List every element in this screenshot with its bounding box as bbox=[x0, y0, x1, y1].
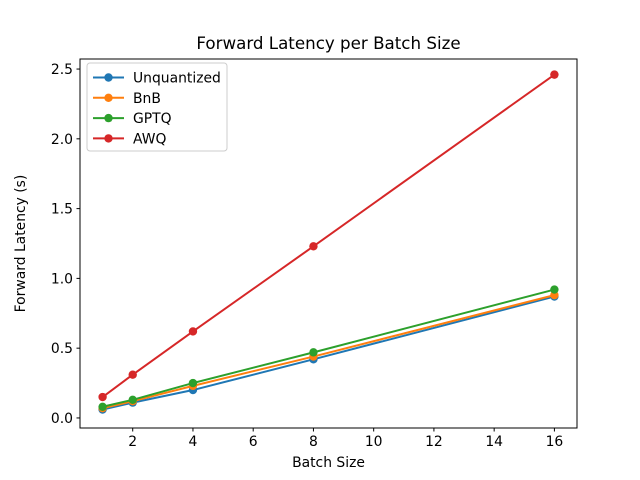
x-tick-label: 12 bbox=[425, 434, 443, 450]
y-tick-label: 1.5 bbox=[51, 202, 73, 218]
data-point-awq bbox=[309, 242, 318, 251]
x-tick-label: 4 bbox=[189, 434, 198, 450]
data-point-awq bbox=[98, 392, 107, 402]
y-tick-label: 1.0 bbox=[51, 271, 73, 287]
legend-marker-gptq bbox=[104, 113, 113, 123]
series-line-bnb bbox=[102, 294, 555, 410]
x-tick-label: 6 bbox=[249, 434, 258, 450]
legend: Unquantized BnB GPTQ AWQ bbox=[86, 62, 228, 152]
y-axis-label: Forward Latency (s) bbox=[13, 175, 29, 313]
y-tick-label: 2.5 bbox=[51, 62, 73, 78]
axes-spines bbox=[79, 58, 578, 429]
chart-title: Forward Latency per Batch Size bbox=[196, 33, 460, 53]
x-axis-label: Batch Size bbox=[292, 455, 365, 471]
x-tick-label: 10 bbox=[365, 434, 383, 450]
x-tick-label: 2 bbox=[128, 434, 137, 450]
y-tick-label: 0.5 bbox=[51, 341, 73, 357]
legend-marker-awq bbox=[104, 134, 113, 143]
x-tick-label: 14 bbox=[485, 434, 503, 450]
y-tick-label: 0.0 bbox=[51, 411, 73, 427]
data-point-awq bbox=[188, 327, 198, 336]
data-point-awq bbox=[128, 370, 137, 379]
legend-label: AWQ bbox=[133, 131, 166, 147]
legend-frame bbox=[86, 62, 228, 152]
legend-label: BnB bbox=[133, 91, 161, 107]
legend-marker-unquantized bbox=[104, 73, 113, 82]
legend-marker-bnb bbox=[104, 93, 113, 103]
legend-label: Unquantized bbox=[133, 71, 221, 87]
x-tick-label: 8 bbox=[309, 434, 318, 450]
data-point-gptq bbox=[188, 378, 198, 388]
data-point-gptq bbox=[98, 402, 107, 411]
x-tick-label: 16 bbox=[546, 434, 564, 450]
data-point-gptq bbox=[128, 395, 137, 405]
data-point-gptq bbox=[550, 285, 559, 294]
legend-label: GPTQ bbox=[133, 111, 172, 127]
data-point-awq bbox=[550, 70, 559, 79]
y-tick-label: 2.0 bbox=[51, 132, 73, 148]
data-point-gptq bbox=[309, 348, 318, 357]
